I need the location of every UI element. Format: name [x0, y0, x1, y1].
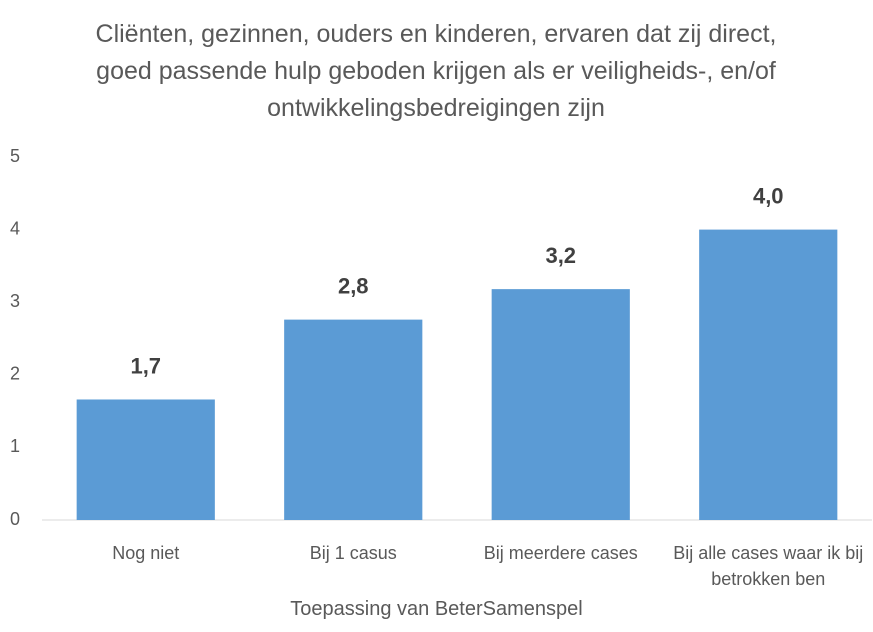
y-tick-label: 0	[10, 509, 20, 529]
y-tick-label: 1	[10, 436, 20, 456]
bar	[491, 289, 630, 520]
data-label: 3,2	[545, 243, 576, 268]
y-tick-label: 3	[10, 291, 20, 311]
bar	[284, 319, 423, 520]
chart-title: Cliënten, gezinnen, ouders en kinderen, …	[95, 20, 777, 122]
x-tick-label: Nog niet	[112, 543, 180, 563]
x-tick-label: Bij meerdere cases	[483, 543, 638, 563]
y-tick-label: 5	[10, 146, 20, 166]
data-label: 4,0	[753, 183, 784, 208]
data-label: 2,8	[338, 273, 369, 298]
data-label: 1,7	[130, 353, 161, 378]
x-axis-title: Toepassing van BeterSamenspel	[290, 598, 583, 620]
bar	[76, 399, 215, 520]
x-tick-label: Bij alle cases waar ik bij betrokken ben	[673, 543, 864, 589]
bar	[699, 229, 838, 520]
y-tick-label: 2	[10, 364, 20, 384]
y-tick-label: 4	[10, 218, 20, 238]
x-tick-label: Bij 1 casus	[309, 543, 397, 563]
